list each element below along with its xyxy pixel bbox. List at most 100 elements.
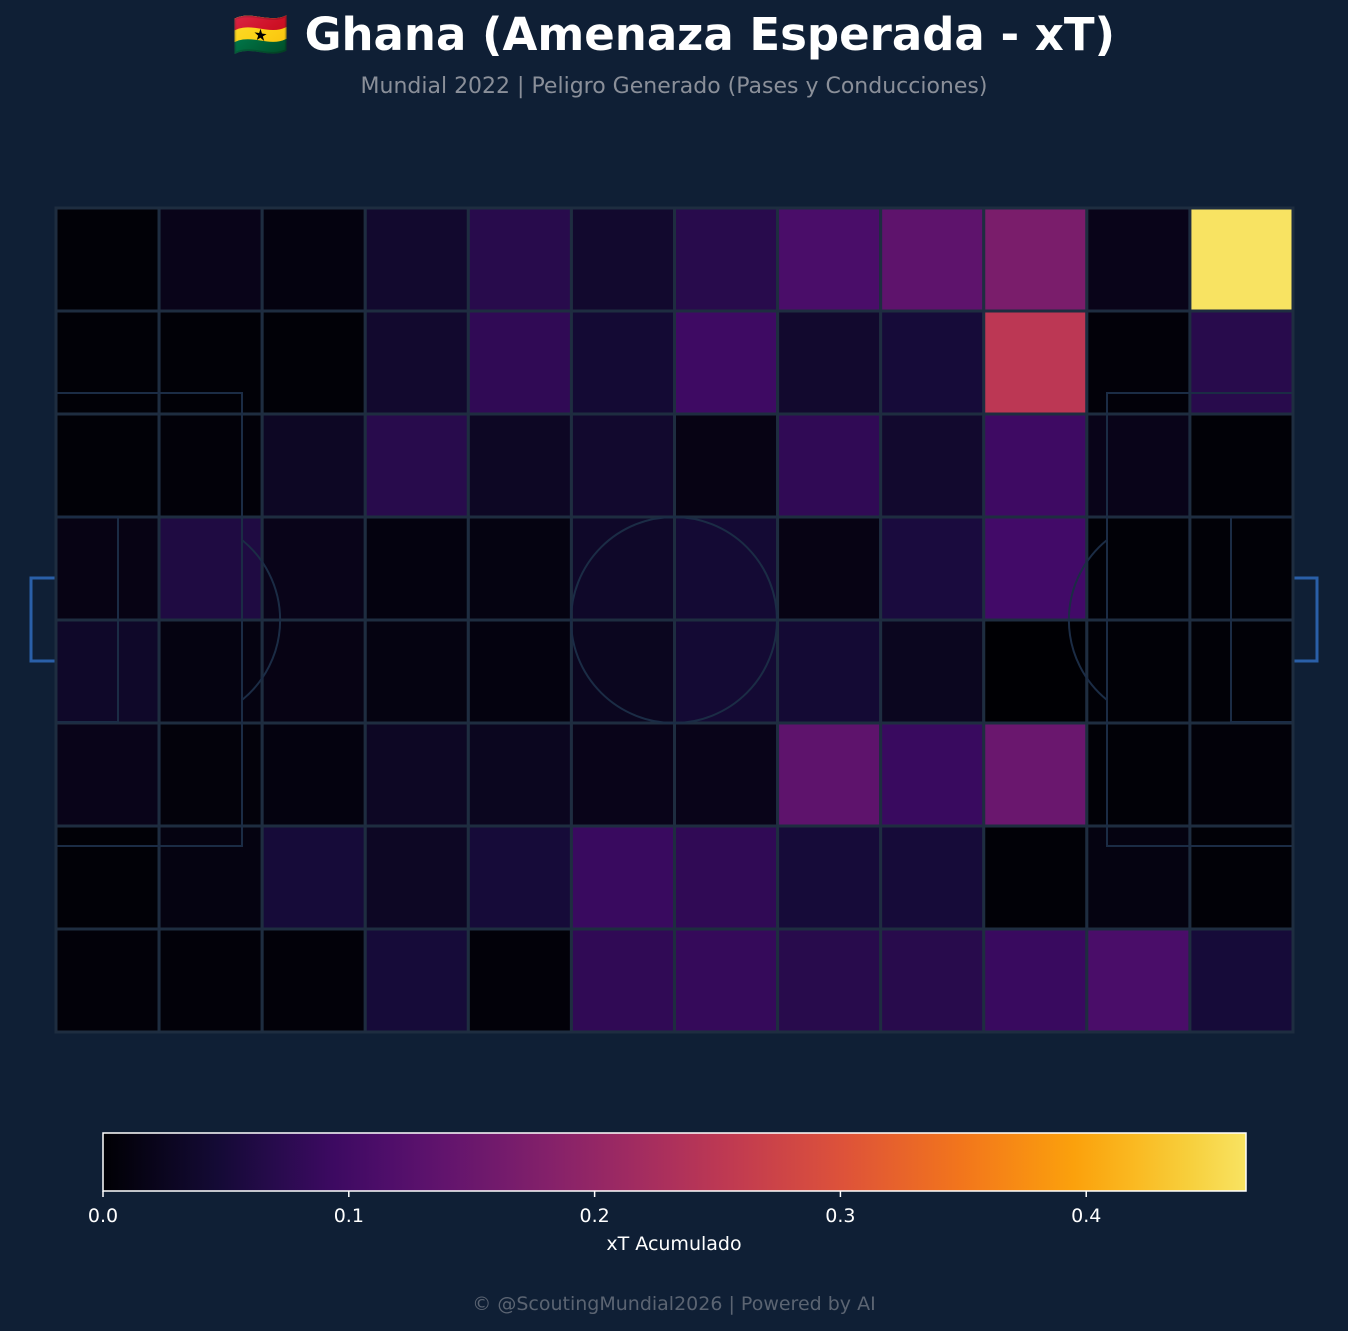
heatmap-cell bbox=[260, 515, 367, 622]
heatmap-cell bbox=[466, 618, 573, 725]
heatmap-cell bbox=[1188, 206, 1295, 313]
colorbar-tick-label: 0.4 bbox=[1071, 1205, 1101, 1227]
heatmap-cell bbox=[1188, 515, 1295, 622]
heatmap-cell bbox=[260, 618, 367, 725]
heatmap-cell bbox=[982, 721, 1089, 828]
chart-title: 🇬🇭 Ghana (Amenaza Esperada - xT) bbox=[232, 8, 1116, 61]
heatmap-cell bbox=[569, 206, 677, 313]
heatmap-cell bbox=[363, 515, 470, 622]
heatmap-cell bbox=[157, 618, 264, 725]
heatmap-cell bbox=[776, 515, 883, 622]
heatmap-cell bbox=[363, 618, 470, 725]
heatmap-cell bbox=[569, 824, 677, 931]
heatmap-cell bbox=[1085, 927, 1192, 1034]
heatmap-cell bbox=[569, 721, 677, 828]
heatmap-cell bbox=[54, 618, 161, 725]
left-goal bbox=[29, 576, 56, 663]
heatmap-cell bbox=[157, 412, 264, 519]
heatmap-cell bbox=[466, 206, 573, 313]
heatmap-cell bbox=[1085, 309, 1192, 416]
right-goal bbox=[1293, 576, 1319, 663]
heatmap-cell bbox=[673, 412, 780, 519]
heatmap-cell bbox=[982, 206, 1089, 313]
pitch-outline bbox=[54, 206, 1295, 1034]
heatmap-cell bbox=[157, 309, 264, 416]
heatmap-cell bbox=[879, 927, 986, 1034]
colorbar-tick-label: 0.2 bbox=[580, 1205, 610, 1227]
heatmap-cell bbox=[260, 927, 367, 1034]
heatmap-cell bbox=[363, 206, 470, 313]
heatmap-cell bbox=[673, 927, 780, 1034]
heatmap-cell bbox=[1188, 309, 1295, 416]
heatmap-cell bbox=[157, 721, 264, 828]
heatmap-cell bbox=[673, 618, 780, 725]
heatmap-cell bbox=[1085, 515, 1192, 622]
heatmap-cells bbox=[54, 206, 1295, 1034]
heatmap-cell bbox=[879, 618, 986, 725]
heatmap-cell bbox=[982, 515, 1089, 622]
heatmap-cell bbox=[879, 824, 986, 931]
heatmap-cell bbox=[466, 824, 573, 931]
heatmap-cell bbox=[157, 515, 264, 622]
heatmap-cell bbox=[879, 206, 986, 313]
heatmap-cell bbox=[260, 412, 367, 519]
heatmap-cell bbox=[260, 824, 367, 931]
heatmap-cell bbox=[776, 309, 883, 416]
heatmap-cell bbox=[673, 824, 780, 931]
heatmap-cell bbox=[54, 721, 161, 828]
left-penalty-arc bbox=[241, 539, 282, 701]
heatmap-cell bbox=[54, 927, 161, 1034]
heatmap-cell bbox=[982, 309, 1089, 416]
heatmap-cell bbox=[466, 721, 573, 828]
heatmap-cell bbox=[54, 824, 161, 931]
heatmap-cell bbox=[982, 927, 1089, 1034]
heatmap-cell bbox=[982, 824, 1089, 931]
heatmap-cell bbox=[363, 721, 470, 828]
colorbar: 0.0 0.1 0.2 0.3 0.4 xT Acumulado bbox=[88, 1132, 1247, 1255]
heatmap-cell bbox=[54, 309, 161, 416]
heatmap-cell bbox=[1085, 618, 1192, 725]
heatmap-cell bbox=[54, 515, 161, 622]
heatmap-cell bbox=[879, 412, 986, 519]
colorbar-gradient bbox=[102, 1132, 1247, 1192]
heatmap-cell bbox=[982, 412, 1089, 519]
heatmap-cell bbox=[466, 309, 573, 416]
heatmap-cell bbox=[363, 927, 470, 1034]
heatmap-cell bbox=[466, 515, 573, 622]
colorbar-ticks: 0.0 0.1 0.2 0.3 0.4 bbox=[88, 1191, 1101, 1227]
heatmap-cell bbox=[673, 309, 780, 416]
heatmap-cell bbox=[363, 824, 470, 931]
heatmap-cell bbox=[569, 927, 677, 1034]
heatmap-cell bbox=[54, 412, 161, 519]
heatmap-cell bbox=[466, 412, 573, 519]
heatmap-cell bbox=[776, 824, 883, 931]
heatmap-cell bbox=[260, 721, 367, 828]
heatmap-cell bbox=[1188, 927, 1295, 1034]
heatmap-cell bbox=[1085, 206, 1192, 313]
center-circle bbox=[570, 516, 778, 724]
chart-subtitle: Mundial 2022 | Peligro Generado (Pases y… bbox=[360, 74, 988, 99]
heatmap-cell bbox=[363, 412, 470, 519]
heatmap-cell bbox=[1188, 618, 1295, 725]
colorbar-tick-label: 0.1 bbox=[334, 1205, 364, 1227]
heatmap-cell bbox=[776, 618, 883, 725]
heatmap-cell bbox=[157, 206, 264, 313]
heatmap-cell bbox=[260, 309, 367, 416]
heatmap-cell bbox=[776, 206, 883, 313]
heatmap-cell bbox=[157, 824, 264, 931]
heatmap-cell bbox=[569, 309, 677, 416]
heatmap-cell bbox=[1085, 824, 1192, 931]
right-penalty-arc bbox=[1067, 539, 1108, 701]
heatmap-cell bbox=[1188, 824, 1295, 931]
heatmap-cell bbox=[1188, 412, 1295, 519]
heatmap-cell bbox=[54, 206, 161, 313]
heatmap-cell bbox=[879, 515, 986, 622]
heatmap-cell bbox=[569, 412, 677, 519]
heatmap-cell bbox=[466, 927, 573, 1034]
heatmap-cell bbox=[569, 618, 677, 725]
pitch-markings bbox=[29, 392, 1319, 847]
heatmap-cell bbox=[260, 206, 367, 313]
heatmap-cell bbox=[673, 206, 780, 313]
colorbar-tick-label: 0.0 bbox=[88, 1205, 118, 1227]
